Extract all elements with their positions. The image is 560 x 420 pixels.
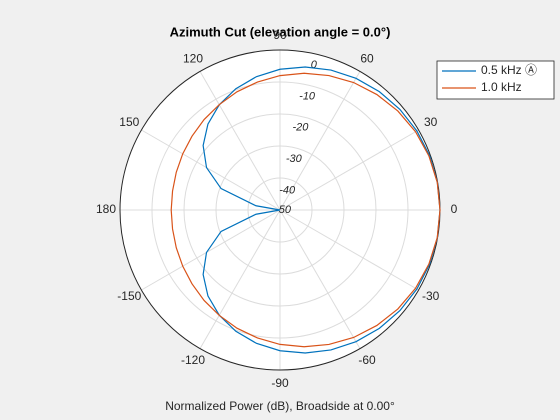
- grid-ring: [151, 81, 409, 339]
- theta-tick-label: -90: [271, 376, 289, 390]
- grid-spoke: [199, 71, 281, 211]
- theta-tick-label: 0: [451, 202, 458, 216]
- grid-ring: [215, 145, 345, 275]
- grid-spoke: [141, 209, 281, 291]
- theta-tick-label: -120: [181, 353, 205, 367]
- theta-tick-label: -30: [422, 289, 440, 303]
- r-tick-label: -30: [286, 153, 303, 165]
- theta-tick-label: 90: [273, 28, 287, 42]
- theta-tick-label: 180: [96, 202, 116, 216]
- chart-title: Azimuth Cut (elevation angle = 0.0°): [170, 24, 391, 39]
- theta-tick-label: 120: [183, 51, 203, 65]
- grid-spoke: [279, 71, 361, 211]
- grid-ring: [247, 177, 313, 243]
- r-tick-label: -10: [299, 90, 316, 102]
- axis-label: Normalized Power (dB), Broadside at 0.00…: [165, 399, 395, 413]
- grid-spoke: [141, 129, 281, 211]
- grid-ring: [183, 113, 377, 307]
- grid-spoke: [279, 129, 419, 211]
- r-tick-label: -20: [293, 122, 310, 134]
- legend-box: [436, 60, 555, 100]
- theta-tick-label: 150: [119, 115, 139, 129]
- grid-spoke: [199, 209, 281, 349]
- r-tick-label: 0: [311, 59, 318, 71]
- theta-tick-label: -60: [358, 353, 376, 367]
- theta-tick-label: 60: [360, 51, 374, 65]
- grid-spoke: [279, 209, 361, 349]
- r-tick-label: -40: [279, 184, 296, 196]
- grid-spoke: [279, 209, 419, 291]
- legend-label: 0.5 kHz Ⓐ: [481, 63, 537, 77]
- theta-tick-label: -150: [117, 289, 141, 303]
- series-line: [170, 72, 441, 348]
- r-tick-label: -50: [275, 204, 292, 216]
- legend-label: 1.0 kHz: [481, 80, 522, 94]
- theta-tick-label: 30: [424, 115, 438, 129]
